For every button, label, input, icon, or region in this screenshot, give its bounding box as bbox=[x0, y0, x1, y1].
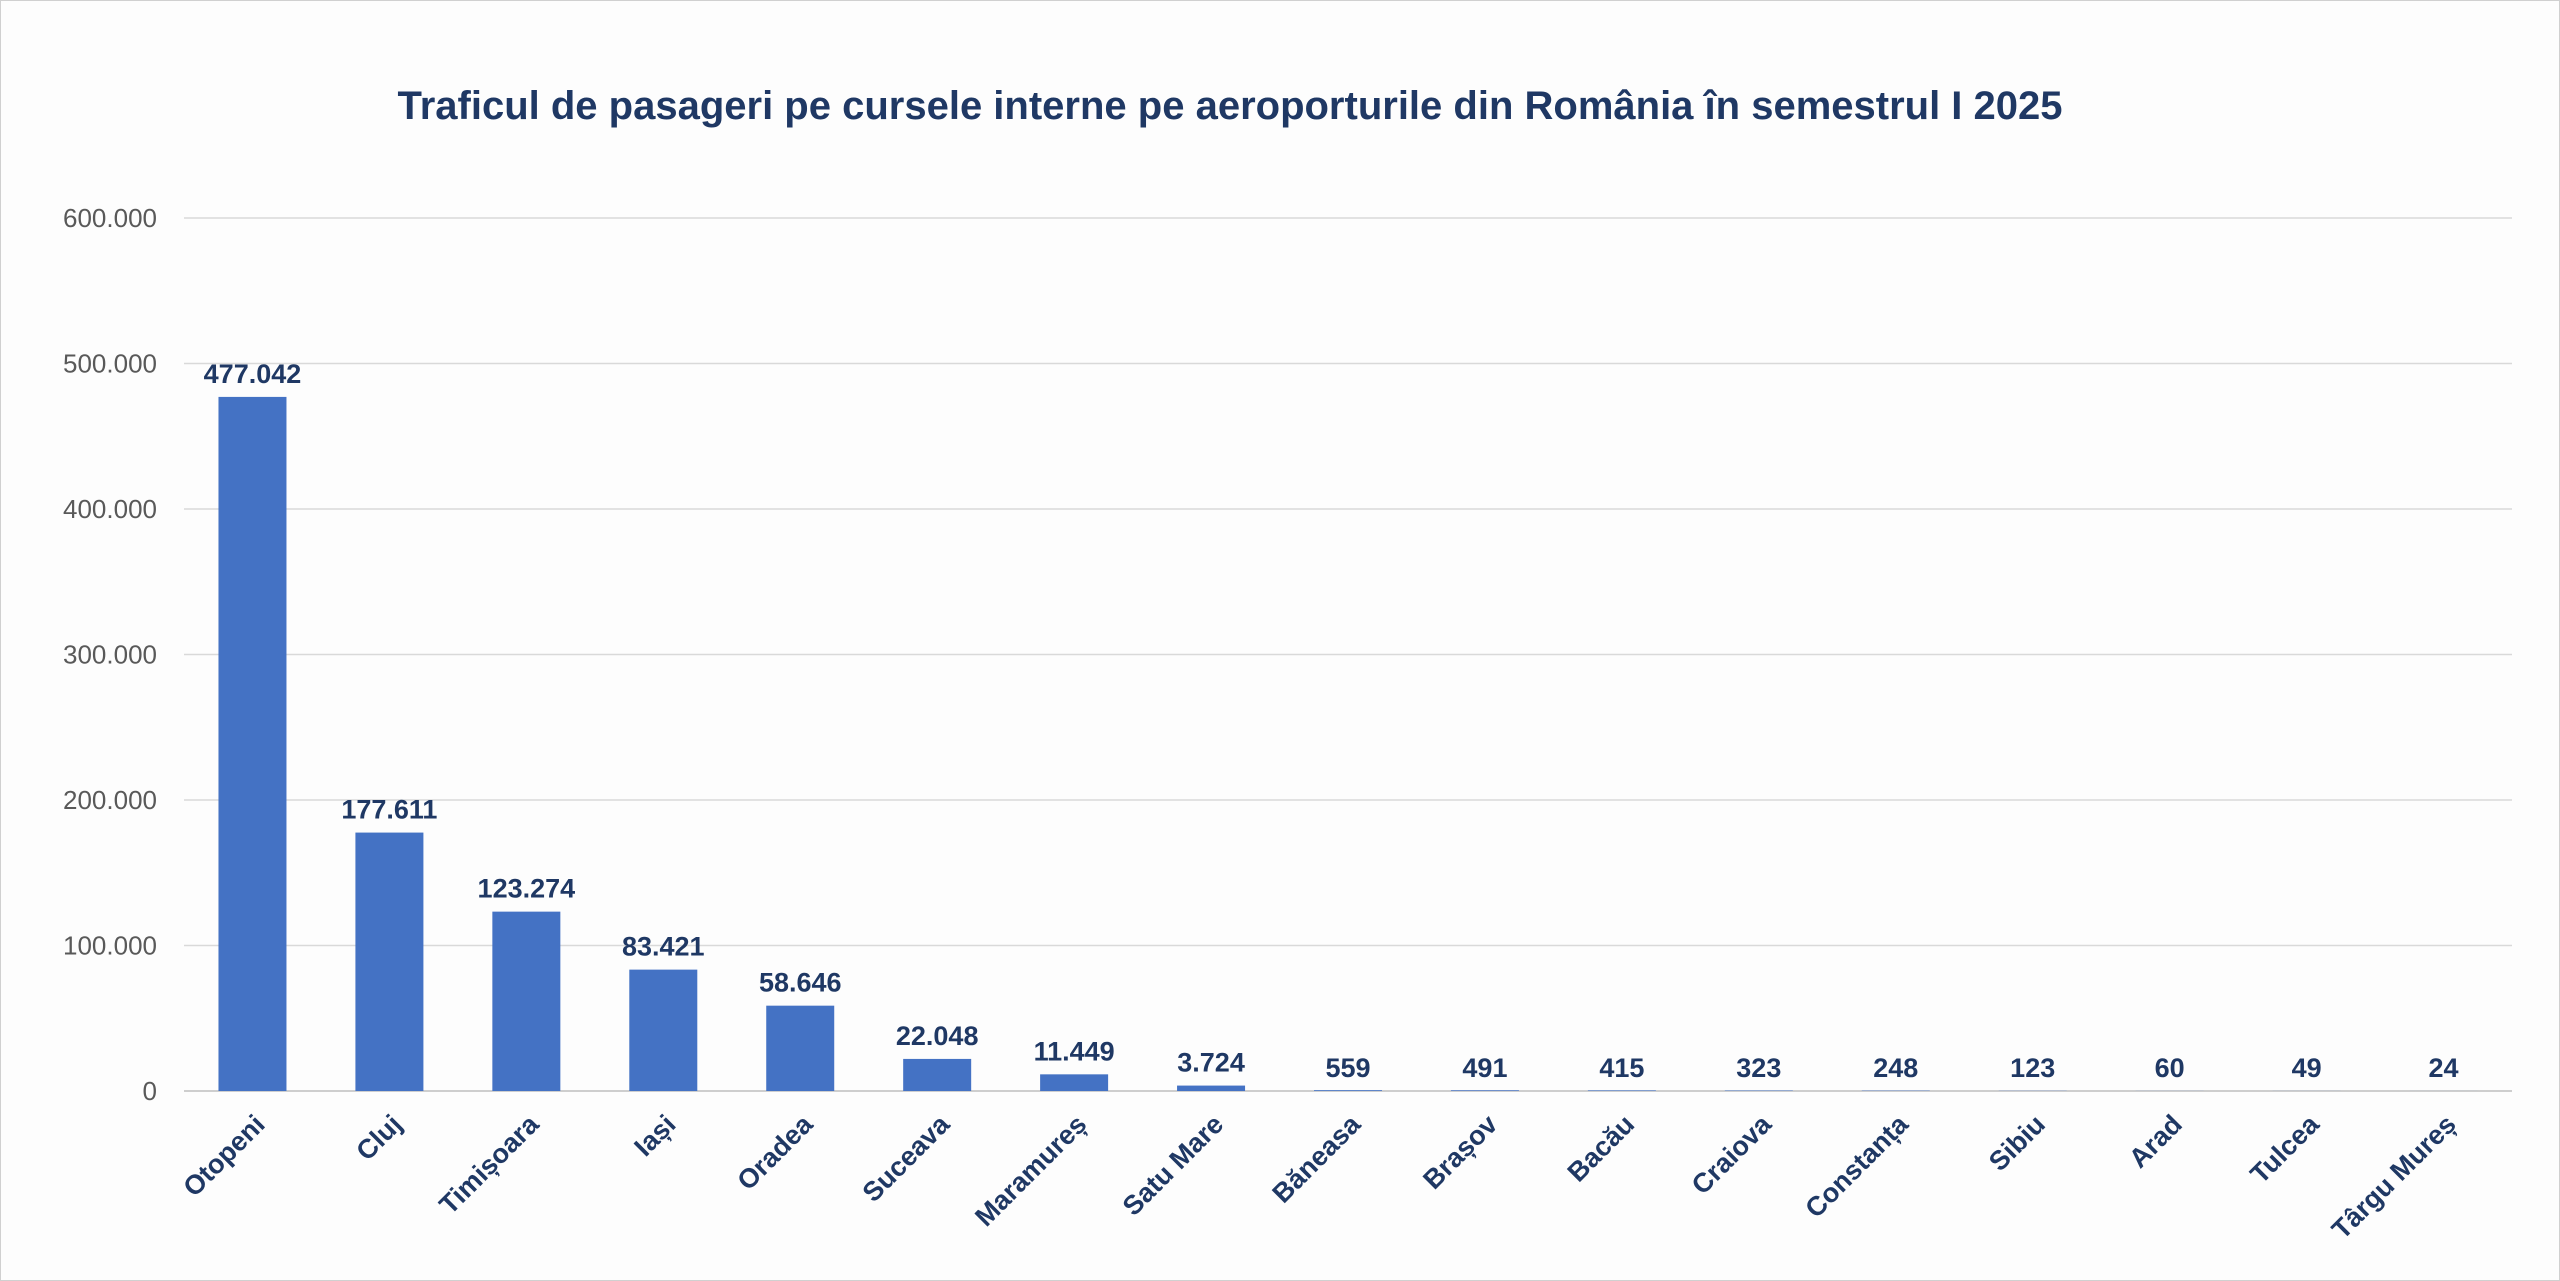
y-axis: 0 100.000 200.000 300.000 400.000 500.000 600.… bbox=[63, 203, 157, 1106]
bar-11 bbox=[1587, 1090, 1656, 1091]
data-label: 3.724 bbox=[1177, 1048, 1245, 1078]
y-tick-label: 0 bbox=[143, 1076, 157, 1106]
x-tick-label: Oradea bbox=[731, 1108, 819, 1196]
y-tick-label: 100.000 bbox=[63, 931, 157, 961]
data-labels: 477.042 177.611 123.274 83.421 58.646 22.048 1… bbox=[204, 359, 2459, 1083]
data-label: 177.611 bbox=[341, 795, 437, 825]
y-tick-label: 400.000 bbox=[63, 494, 157, 524]
data-label: 24 bbox=[2429, 1053, 2459, 1083]
data-label: 11.449 bbox=[1034, 1036, 1115, 1066]
bar-2 bbox=[355, 832, 424, 1091]
data-label: 415 bbox=[1599, 1053, 1644, 1083]
x-tick-label: Constanța bbox=[1799, 1108, 1914, 1223]
x-tick-label: Arad bbox=[2123, 1109, 2188, 1174]
data-label: 248 bbox=[1873, 1053, 1918, 1083]
bars bbox=[218, 396, 2478, 1091]
x-tick-label: Iași bbox=[628, 1109, 681, 1162]
bar-7 bbox=[1040, 1074, 1109, 1091]
gridlines bbox=[184, 217, 2512, 1092]
x-tick-label: Brașov bbox=[1417, 1109, 1503, 1195]
y-tick-label: 500.000 bbox=[63, 349, 157, 379]
data-label: 49 bbox=[2292, 1053, 2322, 1083]
chart-title: Traficul de pasageri pe cursele interne … bbox=[397, 84, 2063, 128]
data-label: 477.042 bbox=[204, 359, 302, 389]
data-label: 22.048 bbox=[896, 1021, 979, 1051]
x-tick-label: Maramureș bbox=[969, 1109, 1092, 1232]
data-label: 559 bbox=[1325, 1053, 1370, 1083]
bar-10 bbox=[1450, 1090, 1519, 1091]
x-tick-label: Suceava bbox=[857, 1108, 956, 1207]
x-tick-label: Craiova bbox=[1686, 1108, 1778, 1200]
bar-5 bbox=[766, 1005, 835, 1091]
bar-1 bbox=[218, 396, 287, 1091]
x-tick-label: Târgu Mureș bbox=[2326, 1109, 2462, 1245]
y-tick-label: 300.000 bbox=[63, 640, 157, 670]
x-tick-label: Cluj bbox=[350, 1109, 407, 1166]
bar-9 bbox=[1314, 1090, 1382, 1091]
x-tick-label: Timișoara bbox=[434, 1108, 546, 1220]
y-tick-label: 600.000 bbox=[63, 203, 157, 233]
data-label: 323 bbox=[1736, 1053, 1781, 1083]
x-tick-label: Băneasa bbox=[1266, 1108, 1366, 1208]
bar-4 bbox=[629, 969, 698, 1091]
x-tick-label: Otopeni bbox=[177, 1109, 270, 1202]
x-axis: Otopeni Cluj Timișoara Iași Oradea Suceava Mar… bbox=[177, 1108, 2461, 1244]
data-label: 58.646 bbox=[759, 968, 842, 998]
data-label: 83.421 bbox=[622, 932, 705, 962]
y-tick-label: 200.000 bbox=[63, 785, 157, 815]
bar-3 bbox=[492, 911, 561, 1091]
x-tick-label: Bacău bbox=[1562, 1109, 1641, 1188]
data-label: 123.274 bbox=[478, 874, 576, 904]
bar-6 bbox=[903, 1058, 972, 1091]
x-tick-label: Tulcea bbox=[2245, 1108, 2326, 1189]
bar-8 bbox=[1177, 1085, 1246, 1091]
x-tick-label: Sibiu bbox=[1983, 1109, 2051, 1177]
data-label: 60 bbox=[2155, 1053, 2185, 1083]
data-label: 123 bbox=[2010, 1053, 2055, 1083]
x-tick-label: Satu Mare bbox=[1117, 1109, 1229, 1221]
data-label: 491 bbox=[1462, 1053, 1507, 1083]
